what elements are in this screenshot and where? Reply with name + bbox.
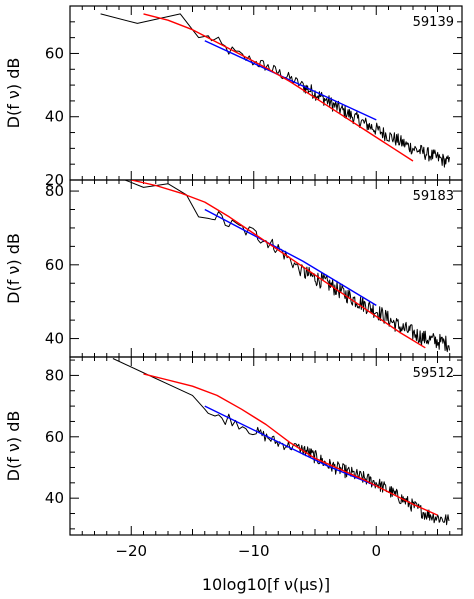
y-axis-label: D(f ν) dB — [4, 58, 23, 129]
series-line-data — [100, 13, 450, 168]
panel-59183: 40 60 80 59183 D(f ν) dB — [4, 179, 463, 358]
series-group — [124, 180, 450, 353]
series-group — [112, 358, 450, 526]
series-line-red-model — [143, 13, 414, 162]
series-line-blue-fit — [204, 405, 377, 487]
series-line-red-model — [143, 373, 438, 516]
y-axis-label: D(f ν) dB — [4, 233, 23, 304]
series-line-blue-fit — [204, 40, 377, 121]
y-tick-label: 60 — [45, 44, 64, 62]
panel-frame — [69, 356, 463, 536]
y-tick-label: 60 — [45, 428, 64, 446]
panel-label: 59183 — [413, 189, 454, 204]
x-tick-label: −20 — [115, 542, 147, 560]
series-line-red-model — [131, 180, 426, 349]
y-axis-label: D(f ν) dB — [4, 411, 23, 482]
series-group — [100, 13, 450, 168]
panel-59512: 40 60 80 59512 D(f ν) dB — [4, 356, 463, 536]
y-tick-label: 40 — [45, 108, 64, 126]
series-line-data — [112, 358, 450, 526]
y-tick-label: 80 — [45, 366, 64, 384]
x-tick-label: 0 — [371, 542, 381, 560]
y-tick-label: 20 — [45, 171, 64, 189]
y-tick-label: 80 — [45, 182, 64, 200]
panel-frame — [69, 179, 463, 358]
panel-label: 59512 — [413, 366, 454, 381]
y-tick-label: 40 — [45, 489, 64, 507]
series-line-data — [124, 180, 450, 353]
x-axis-label: 10log10[f ν(μs)] — [202, 575, 330, 594]
series-line-blue-fit — [204, 208, 377, 306]
panel-59139: 20 40 60 59139 D(f ν) dB — [4, 5, 463, 189]
y-tick-label: 60 — [45, 256, 64, 274]
panel-label: 59139 — [413, 15, 454, 30]
y-tick-label: 40 — [45, 330, 64, 348]
x-tick-label: −10 — [238, 542, 270, 560]
